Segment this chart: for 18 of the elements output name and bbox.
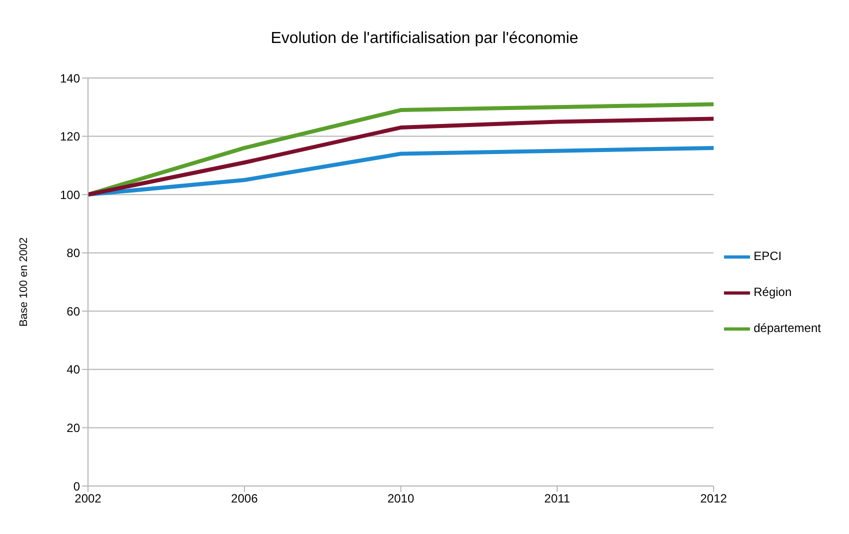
- x-tick-label: 2012: [700, 492, 728, 506]
- x-tick-label: 2010: [387, 492, 414, 506]
- chart-title: Evolution de l'artificialisation par l'économie: [270, 29, 580, 49]
- x-tick-label: 2011: [544, 492, 570, 506]
- x-tick-label: 2002: [74, 492, 102, 506]
- y-tick-label: 0: [73, 479, 80, 494]
- x-tick-label: 2006: [231, 492, 258, 506]
- y-tick-label: 120: [60, 130, 80, 144]
- y-tick-label: 100: [60, 188, 80, 202]
- y-tick-label: 40: [66, 362, 80, 377]
- y-tick-label: 140: [60, 71, 80, 86]
- legend-label: département: [754, 321, 821, 335]
- y-tick-label: 60: [66, 304, 80, 318]
- legend-label: EPCI: [754, 249, 782, 263]
- y-tick-label: 80: [66, 246, 80, 260]
- y-tick-label: 20: [66, 420, 80, 435]
- legend-label: Région: [754, 285, 792, 299]
- y-axis-title: Base 100 en 2002: [18, 237, 30, 327]
